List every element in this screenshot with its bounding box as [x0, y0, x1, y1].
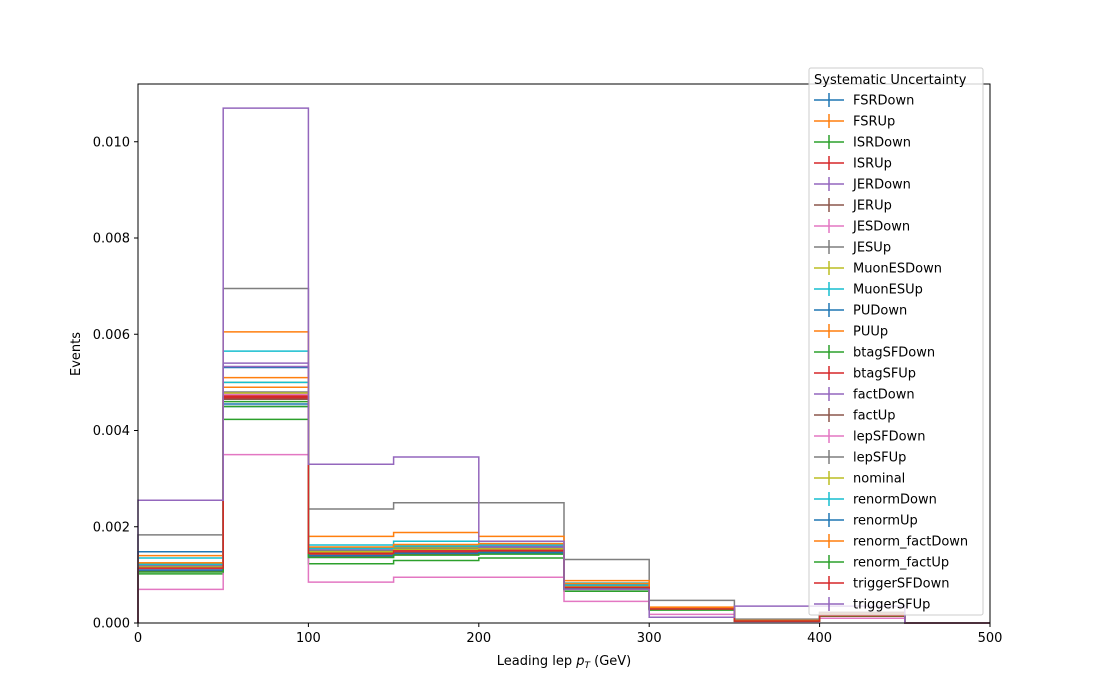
legend-label: factUp	[853, 409, 896, 424]
legend-entry-triggerSFUp: triggerSFUp	[814, 597, 930, 613]
legend-entry-FSRDown: FSRDown	[814, 93, 914, 109]
legend-label: btagSFUp	[853, 367, 916, 382]
y-axis: 0.000 0.002 0.004 0.006 0.008 0.010	[93, 135, 138, 632]
legend-entry-factUp: factUp	[814, 408, 896, 424]
legend-entry-JERUp: JERUp	[814, 198, 892, 214]
legend-label: JERDown	[852, 178, 911, 193]
y-tick-label: 0.002	[93, 520, 130, 535]
y-tick-label: 0.000	[93, 617, 130, 632]
legend-label: ISRDown	[853, 136, 911, 151]
legend-label: triggerSFUp	[853, 598, 930, 613]
legend-box	[808, 67, 984, 616]
legend-label: renormDown	[853, 493, 937, 508]
legend-label: lepSFDown	[853, 430, 925, 445]
y-tick-label: 0.004	[93, 424, 130, 439]
x-tick-label: 200	[466, 631, 491, 646]
x-tick-label: 500	[978, 631, 1003, 646]
legend-entries: FSRDown FSRUp ISRDown ISRUp JERDown JERUp JESD…	[814, 93, 968, 613]
x-tick-label: 300	[637, 631, 662, 646]
legend-label: PUDown	[853, 304, 907, 319]
axes-frame	[137, 83, 991, 624]
legend-entry-btagSFUp: btagSFUp	[814, 366, 916, 382]
y-tick-label: 0.008	[93, 232, 130, 247]
legend-entry-FSRUp: FSRUp	[814, 114, 895, 130]
legend-title: Systematic Uncertainty	[814, 73, 967, 88]
legend-label: JESDown	[852, 220, 910, 235]
x-tick-label: 100	[296, 631, 321, 646]
legend-label: JESUp	[852, 241, 891, 256]
series-triggerSFUp	[137, 107, 990, 624]
x-tick-label: 400	[807, 631, 832, 646]
legend: Systematic Uncertainty FSRDown FSRUp ISRDo…	[808, 67, 984, 616]
x-axis: 0 100 200 300 400 500	[134, 623, 1003, 646]
x-axis-label: Leading lep pT (GeV)	[497, 654, 631, 671]
legend-entry-lepSFUp: lepSFUp	[814, 450, 906, 466]
x-tick-label: 0	[134, 631, 142, 646]
legend-label: triggerSFDown	[853, 577, 949, 592]
legend-entry-btagSFDown: btagSFDown	[814, 345, 935, 361]
legend-entry-factDown: factDown	[814, 387, 915, 403]
legend-label: FSRUp	[853, 115, 895, 130]
legend-entry-PUUp: PUUp	[814, 324, 888, 340]
legend-entry-ISRDown: ISRDown	[814, 135, 911, 151]
legend-entry-triggerSFDown: triggerSFDown	[814, 576, 949, 592]
y-tick-label: 0.010	[93, 135, 130, 150]
legend-entry-JESUp: JESUp	[814, 240, 891, 256]
legend-label: MuonESDown	[853, 262, 942, 277]
legend-entry-renormDown: renormDown	[814, 492, 937, 508]
legend-label: renorm_factDown	[853, 535, 968, 550]
legend-label: lepSFUp	[853, 451, 906, 466]
plot-area	[137, 83, 991, 624]
series-layer	[137, 107, 990, 624]
legend-label: renorm_factUp	[853, 556, 949, 571]
legend-entry-lepSFDown: lepSFDown	[814, 429, 925, 445]
legend-label: factDown	[853, 388, 915, 403]
legend-entry-MuonESDown: MuonESDown	[814, 261, 942, 277]
legend-label: MuonESUp	[853, 283, 923, 298]
legend-label: ISRUp	[853, 157, 892, 172]
y-axis-label: Events	[69, 332, 84, 376]
y-tick-label: 0.006	[93, 328, 130, 343]
legend-entry-MuonESUp: MuonESUp	[814, 282, 923, 298]
legend-label: JERUp	[852, 199, 892, 214]
legend-entry-renorm_factDown: renorm_factDown	[814, 534, 968, 550]
legend-label: btagSFDown	[853, 346, 935, 361]
legend-entry-ISRUp: ISRUp	[814, 156, 892, 172]
legend-label: FSRDown	[853, 94, 914, 109]
legend-entry-JERDown: JERDown	[814, 177, 911, 193]
legend-label: PUUp	[853, 325, 888, 340]
legend-entry-PUDown: PUDown	[814, 303, 907, 319]
legend-entry-renorm_factUp: renorm_factUp	[814, 555, 949, 571]
legend-entry-JESDown: JESDown	[814, 219, 910, 235]
legend-label: renormUp	[853, 514, 918, 529]
legend-label: nominal	[853, 472, 905, 487]
legend-entry-nominal: nominal	[814, 471, 905, 487]
legend-entry-renormUp: renormUp	[814, 513, 918, 529]
